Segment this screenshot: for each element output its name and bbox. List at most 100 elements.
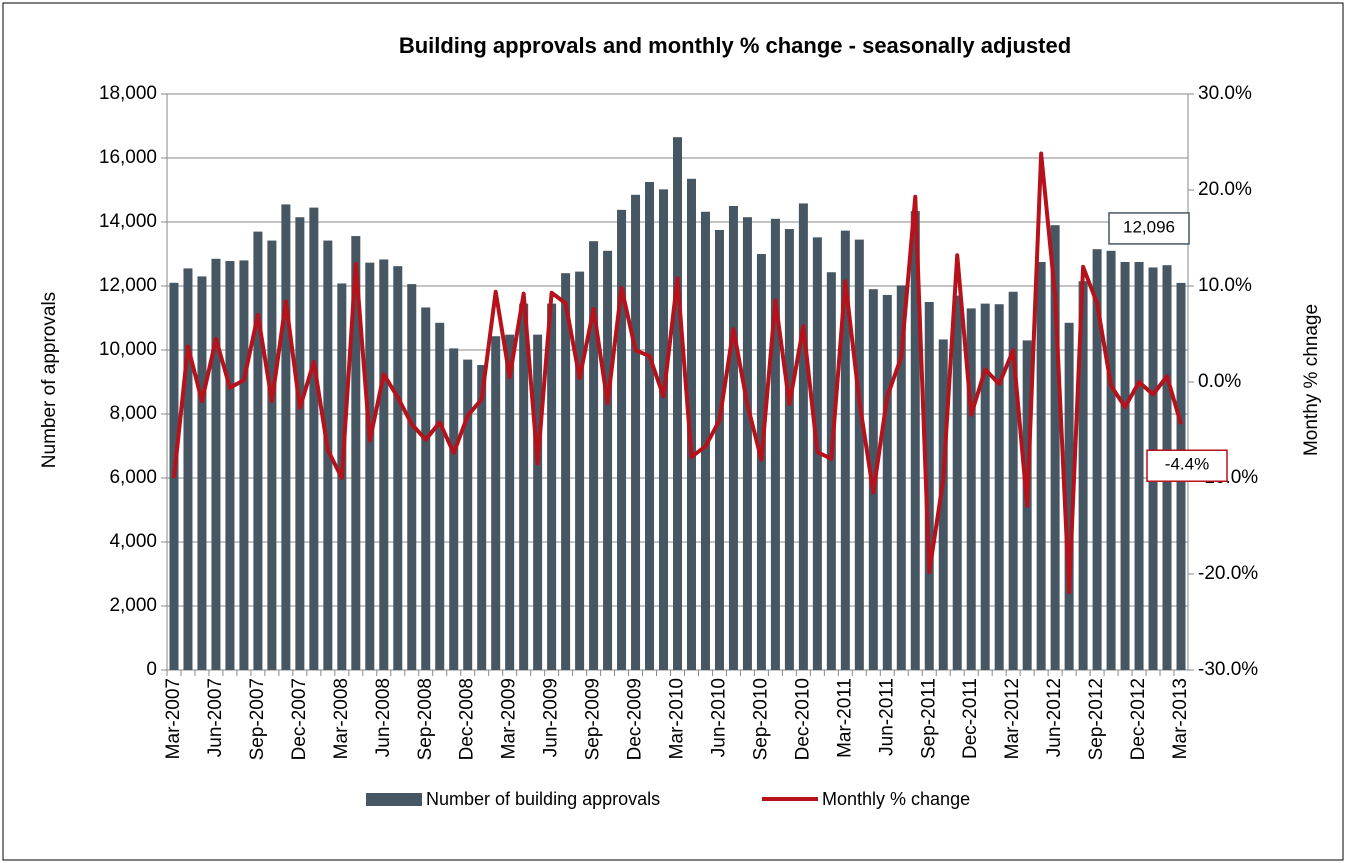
x-tick-label: Sep-2012 [1086,678,1107,760]
bar [854,239,864,670]
bar [840,230,850,670]
bar [1092,249,1102,670]
bar [742,217,752,670]
bar [1064,322,1074,670]
bar [547,303,557,670]
line [172,151,1183,595]
bar [435,322,445,670]
annotation-box [1108,212,1190,245]
bar [281,204,291,670]
bar [351,236,361,670]
y2-tick-label: 0.0% [1198,371,1241,392]
x-tick-label: Dec-2012 [1128,678,1149,760]
annotation-box [1146,449,1228,482]
bar [784,229,794,671]
y2-tick-label: -30.0% [1198,659,1258,680]
x-tick-label: Mar-2010 [667,678,688,759]
bar [882,294,892,670]
bar [980,303,990,670]
y-axis-label: Number of approvals [39,292,60,468]
bar [617,209,627,670]
bar [1036,262,1046,670]
bar [1078,281,1088,670]
bar [323,240,333,670]
x-tick-label: Sep-2009 [583,678,604,760]
x-tick-label: Dec-2008 [457,678,478,760]
legend-label: Number of building approvals [426,789,660,809]
bar [826,272,836,670]
bar [561,273,571,670]
y-tick-label: 4,000 [109,531,157,552]
y2-tick-label: 10.0% [1198,275,1252,296]
bar [714,230,724,670]
bar [673,137,682,670]
x-tick-label: Sep-2011 [918,678,939,759]
bar [631,194,641,671]
bar [505,334,515,670]
bar [449,348,459,670]
data-label: -4.4% [1165,455,1209,474]
x-tick-label: Sep-2010 [750,678,771,760]
chart-title: Building approvals and monthly % change … [399,33,1071,58]
bar [924,302,934,670]
bar [952,295,962,670]
x-tick-label: Mar-2011 [834,678,855,758]
bar [798,203,808,670]
y2-axis-label: Monthy % chnage [1301,304,1322,456]
bar [295,217,305,670]
y-tick-label: 16,000 [99,147,157,168]
bar [519,303,529,670]
bar [770,218,780,671]
y-tick-label: 18,000 [99,83,157,104]
bar [407,284,417,670]
bar [267,240,277,670]
y-tick-label: 14,000 [99,211,157,232]
y-tick-label: 2,000 [109,595,157,616]
x-tick-label: Mar-2007 [163,678,184,759]
bar [1120,262,1130,670]
x-tick-label: Jun-2011 [876,678,897,756]
x-tick-label: Jun-2012 [1044,678,1065,757]
legend-label: Monthly % change [822,789,970,809]
bar [225,261,235,670]
bar [1106,250,1116,671]
bar [1134,262,1144,670]
bar [910,211,920,670]
x-tick-label: Mar-2009 [499,678,520,759]
bar [477,365,487,670]
x-tick-label: Dec-2009 [625,678,646,760]
x-tick-label: Mar-2013 [1170,678,1191,759]
bar [756,254,766,670]
bar [365,262,375,670]
x-tick-label: Dec-2011 [960,678,981,759]
x-tick-label: Jun-2009 [541,678,562,757]
bar [966,308,976,670]
bar [686,178,696,671]
x-tick-label: Dec-2010 [792,678,813,760]
y-tick-label: 8,000 [109,403,157,424]
x-tick-label: Mar-2012 [1002,678,1023,759]
bar [309,207,319,670]
bar [938,339,948,670]
x-tick-label: Jun-2007 [205,678,226,757]
bar [421,307,431,670]
y-tick-label: 0 [146,659,157,680]
bar [183,268,193,670]
x-tick-label: Sep-2007 [247,678,268,760]
bar [994,304,1004,670]
data-label: 12,096 [1123,217,1175,236]
bar [211,258,221,670]
bar [896,285,906,670]
bar [659,189,669,671]
bar [575,271,585,670]
x-tick-label: Mar-2008 [331,678,352,759]
bar [700,211,710,670]
bar [603,250,613,671]
legend-swatch [366,793,422,806]
x-tick-label: Dec-2007 [289,678,310,760]
bar [645,182,655,670]
x-tick-label: Sep-2008 [415,678,436,760]
y2-tick-label: -20.0% [1198,563,1258,584]
bar [197,276,207,670]
